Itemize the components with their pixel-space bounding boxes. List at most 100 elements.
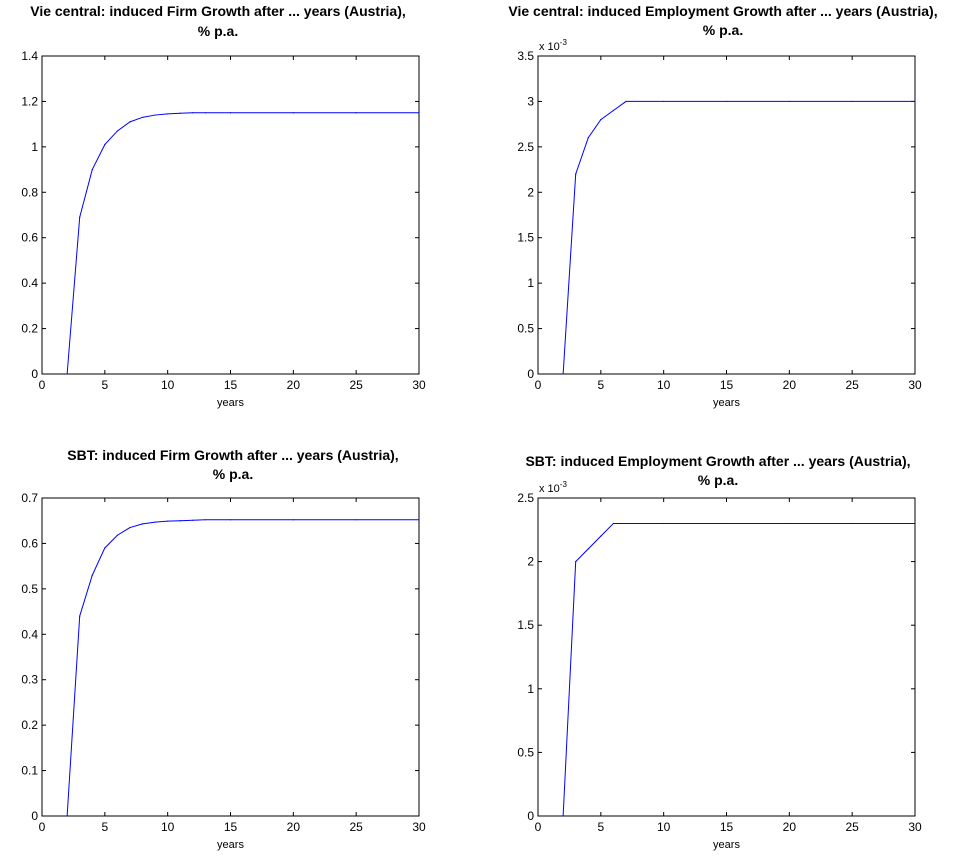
data-point [625,100,627,103]
x-tick-label: 10 [657,820,671,834]
data-point [66,815,68,817]
y-tick-label: 0.4 [21,276,38,290]
series-line [562,100,915,375]
y-tick-label: 0.5 [21,582,38,596]
data-point [229,112,232,114]
data-point [292,112,294,114]
data-point [141,116,144,118]
data-point [600,535,602,537]
chart-4: SBT: induced Employment Growth after ...… [517,453,922,851]
data-point [612,522,615,525]
data-point [167,113,169,115]
data-point [725,100,728,103]
data-point [204,112,206,114]
x-tick-label: 30 [908,820,922,834]
data-point [914,100,916,103]
data-point [292,519,294,521]
chart-title-line: % p.a. [698,472,738,488]
x-tick-label: 5 [597,820,604,834]
y-tick-label: 1.2 [21,94,38,108]
data-point [179,520,181,522]
data-point [129,121,131,123]
y-tick-label: 0.5 [517,322,534,336]
data-point [562,373,564,375]
x-tick-label: 20 [287,378,301,392]
chart-title-line: SBT: induced Employment Growth after ...… [525,453,910,469]
data-point [600,119,602,121]
data-point [663,100,665,103]
axes-box [41,55,420,375]
data-point [418,112,420,114]
y-tick-label: 0.7 [21,491,38,505]
chart-2: Vie central: induced Employment Growth a… [508,3,937,409]
data-point [562,815,564,817]
series-line [562,522,915,817]
y-tick-label: 2.5 [517,491,534,505]
x-tick-label: 25 [349,378,363,392]
x-axis-label: years [217,839,244,851]
x-axis-label: years [713,839,740,851]
data-point [79,216,81,218]
axis-multiplier-exponent: -3 [560,480,568,489]
x-tick-label: 30 [412,378,426,392]
y-tick-label: 0 [31,367,38,381]
x-tick-label: 15 [720,820,734,834]
y-tick-label: 1.4 [21,49,38,63]
y-tick-label: 2.5 [517,140,534,154]
x-tick-label: 15 [224,820,238,834]
data-point [663,522,665,525]
y-tick-label: 1.5 [517,618,534,632]
y-tick-label: 0.6 [21,536,38,550]
y-tick-label: 0.1 [21,764,38,778]
data-point [179,112,181,114]
x-tick-label: 5 [101,820,108,834]
data-point [116,534,118,536]
series-line [66,112,419,375]
y-tick-label: 0.8 [21,185,38,199]
x-tick-label: 10 [657,378,671,392]
data-point [575,561,577,563]
data-point [104,547,106,549]
chart-3: SBT: induced Firm Growth after ... years… [21,447,426,851]
data-point [725,522,728,525]
x-axis-label: years [217,397,244,409]
y-tick-label: 0.5 [517,745,534,759]
x-tick-label: 15 [720,378,734,392]
data-point [129,526,131,529]
x-tick-label: 25 [349,820,363,834]
data-point [418,519,420,521]
data-point [204,519,206,521]
data-point [851,522,853,525]
y-tick-label: 0.6 [21,231,38,245]
data-point [355,112,357,114]
x-axis-label: years [713,397,740,409]
y-tick-label: 0 [527,809,534,823]
x-tick-label: 10 [161,378,175,392]
data-point [154,114,156,116]
data-point [104,143,106,146]
y-tick-label: 2 [527,555,534,569]
data-point [229,519,232,521]
x-tick-label: 15 [224,378,238,392]
data-point [167,520,169,522]
y-tick-label: 0.3 [21,673,38,687]
data-point [575,173,577,175]
axis-multiplier-exponent: -3 [560,38,568,47]
x-tick-label: 0 [535,820,542,834]
data-point [116,130,118,132]
y-tick-label: 3.5 [517,49,534,63]
y-tick-label: 1 [527,276,534,290]
x-tick-label: 10 [161,820,175,834]
data-point [79,615,81,617]
axis-multiplier: x 10-3 [539,480,567,495]
data-point [914,522,916,525]
data-point [587,548,589,550]
y-tick-label: 0.4 [21,627,38,641]
x-tick-label: 30 [412,820,426,834]
data-point [612,109,615,112]
series-line [66,519,419,817]
x-tick-label: 5 [597,378,604,392]
data-point [141,523,144,525]
data-point [192,519,194,521]
